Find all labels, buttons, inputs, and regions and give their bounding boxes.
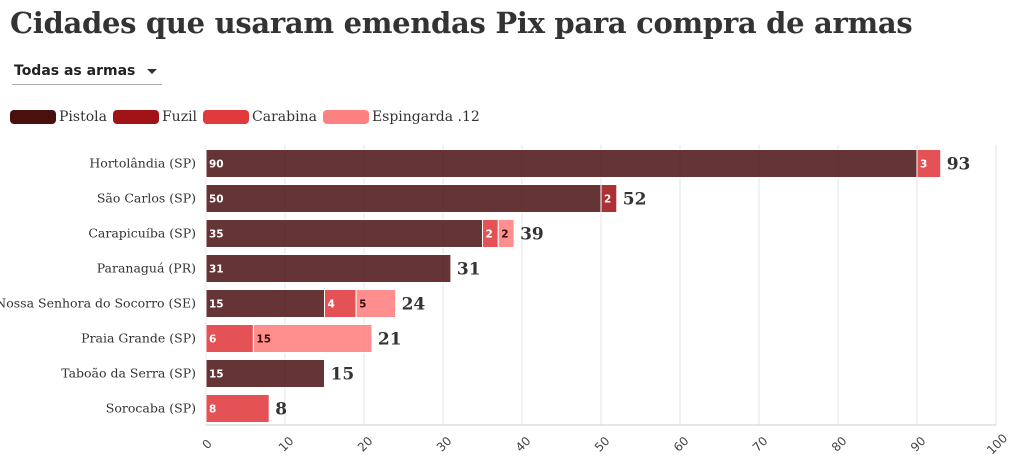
legend-label-espingarda: Espingarda .12 xyxy=(371,109,480,125)
category-label: Nossa Senhora do Socorro (SE) xyxy=(0,296,196,311)
segment-value-label: 5 xyxy=(359,299,366,311)
bar-segment xyxy=(205,149,918,178)
x-tick-label: 90 xyxy=(908,434,929,455)
legend-item-fuzil[interactable]: Fuzil xyxy=(112,109,198,125)
segment-value-label: 2 xyxy=(486,229,493,241)
legend-item-carabina[interactable]: Carabina xyxy=(203,109,317,125)
category-label: Hortolândia (SP) xyxy=(89,156,196,171)
bar-total-label: 24 xyxy=(402,295,426,315)
bar-segment xyxy=(355,289,397,318)
bar-segment xyxy=(205,394,270,423)
segment-value-label: 2 xyxy=(604,194,611,206)
x-tick-label: 40 xyxy=(513,434,534,455)
category-label: Carapicuíba (SP) xyxy=(88,226,196,241)
segment-value-label: 15 xyxy=(209,299,224,311)
bar-total-label: 93 xyxy=(947,155,971,175)
bar-segment xyxy=(252,324,373,353)
weapon-filter-dropdown[interactable]: Todas as armas xyxy=(12,58,162,85)
x-tick-label: 20 xyxy=(355,434,376,455)
segment-value-label: 6 xyxy=(209,334,216,346)
legend-swatch-fuzil xyxy=(112,110,159,124)
bar-segment xyxy=(205,219,483,248)
bar-segment xyxy=(497,219,515,248)
category-label: Sorocaba (SP) xyxy=(106,401,196,416)
legend-item-pistola[interactable]: Pistola xyxy=(10,109,107,125)
segment-value-label: 50 xyxy=(209,194,224,206)
bar-total-label: 21 xyxy=(378,330,402,350)
x-tick-label: 80 xyxy=(829,434,850,455)
segment-value-label: 4 xyxy=(328,299,335,311)
weapon-filter-value: Todas as armas xyxy=(14,63,136,79)
segment-value-label: 35 xyxy=(209,229,224,241)
legend-label-pistola: Pistola xyxy=(59,109,107,125)
x-tick-label: 0 xyxy=(200,437,215,452)
legend-swatch-espingarda xyxy=(322,110,369,124)
bar-total-label: 15 xyxy=(331,365,355,385)
bar-total-label: 52 xyxy=(623,190,647,210)
segment-value-label: 15 xyxy=(209,369,224,381)
segment-value-label: 8 xyxy=(209,404,216,416)
segment-value-label: 2 xyxy=(501,229,508,241)
legend-label-carabina: Carabina xyxy=(252,109,317,125)
category-label: Praia Grande (SP) xyxy=(81,331,196,346)
bar-segment xyxy=(205,254,452,283)
legend-swatch-pistola xyxy=(10,110,56,124)
legend-swatch-carabina xyxy=(203,110,250,124)
bar-segment xyxy=(205,359,325,388)
chart-legend: Pistola Fuzil Carabina Espingarda .12 xyxy=(10,107,486,127)
x-tick-label: 100 xyxy=(984,431,1010,457)
x-tick-label: 60 xyxy=(671,434,692,455)
bar-segment xyxy=(916,149,942,178)
segment-value-label: 90 xyxy=(209,159,224,171)
category-label: Taboão da Serra (SP) xyxy=(61,366,196,381)
x-tick-label: 70 xyxy=(750,434,771,455)
category-label: Paranaguá (PR) xyxy=(97,261,196,276)
legend-label-fuzil: Fuzil xyxy=(161,109,198,125)
bar-segment xyxy=(205,184,602,213)
chevron-down-icon xyxy=(147,69,157,74)
bar-segment xyxy=(205,289,325,318)
legend-item-espingarda[interactable]: Espingarda .12 xyxy=(322,109,480,125)
x-tick-label: 30 xyxy=(434,434,455,455)
x-tick-label: 50 xyxy=(592,434,613,455)
category-label: São Carlos (SP) xyxy=(97,191,196,206)
bar-total-label: 8 xyxy=(275,400,287,420)
x-tick-label: 10 xyxy=(276,434,297,455)
segment-value-label: 15 xyxy=(256,334,271,346)
segment-value-label: 3 xyxy=(920,159,927,171)
bar-total-label: 39 xyxy=(520,225,544,245)
segment-value-label: 31 xyxy=(209,264,224,276)
bar-total-label: 31 xyxy=(457,260,481,280)
bar-segment xyxy=(600,184,618,213)
page-title: Cidades que usaram emendas Pix para comp… xyxy=(10,6,913,40)
bar-segment xyxy=(205,324,254,353)
